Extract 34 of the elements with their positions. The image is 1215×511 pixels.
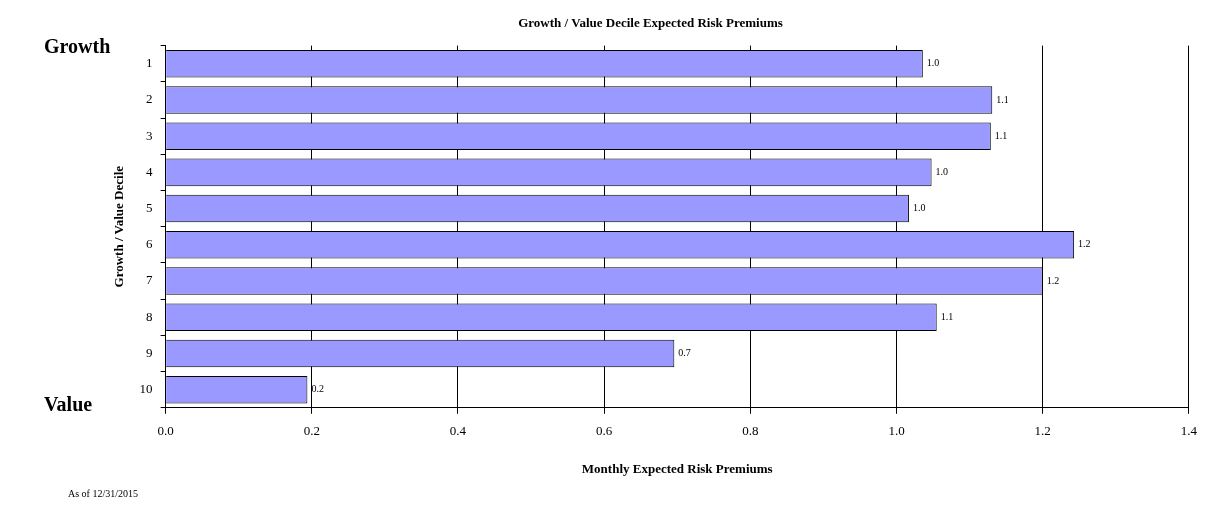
- chart-title: Growth / Value Decile Expected Risk Premiums: [518, 15, 783, 31]
- y-tick-label: 4: [146, 163, 154, 179]
- data-label: 1.2: [1046, 274, 1060, 286]
- data-label: 1.1: [996, 93, 1009, 105]
- y-tick-label: 10: [139, 381, 153, 397]
- y-tick-label: 9: [146, 344, 153, 360]
- data-label: 1.0: [926, 57, 940, 69]
- x-tick-label: 1.4: [1180, 423, 1198, 439]
- y-tick-label: 7: [146, 272, 154, 288]
- y-tick-label: 8: [146, 308, 153, 324]
- x-tick-label: 0.0: [157, 423, 174, 439]
- x-tick-label: 0.8: [742, 423, 759, 439]
- data-label: 1.0: [935, 165, 949, 177]
- data-label: 1.0: [912, 202, 926, 214]
- data-label: 1.1: [994, 129, 1008, 141]
- y-tick-label: 1: [146, 55, 153, 71]
- text: As of 12/31/2015: [68, 487, 138, 499]
- text: Value: [44, 392, 93, 415]
- x-tick-label: 0.4: [449, 423, 467, 439]
- data-label: 1.2: [1078, 238, 1091, 250]
- data-label: 0.7: [678, 347, 691, 359]
- x-tick-label: 1.0: [888, 423, 905, 439]
- y-tick-label: 6: [146, 236, 154, 252]
- y-tick-label: 3: [146, 127, 153, 143]
- y-tick-label: 2: [146, 91, 153, 107]
- x-tick-label: 0.2: [303, 423, 320, 439]
- x-tick-label: 0.6: [596, 423, 613, 439]
- x-axis-title: Monthly Expected Risk Premiums: [581, 460, 773, 476]
- data-label: 0.2: [311, 383, 324, 395]
- x-tick-label: 1.2: [1034, 423, 1051, 439]
- y-axis-title: Growth / Value Decile: [111, 165, 127, 288]
- data-label: 1.1: [940, 310, 954, 322]
- y-tick-label: 5: [146, 200, 153, 216]
- text: Growth: [44, 34, 111, 57]
